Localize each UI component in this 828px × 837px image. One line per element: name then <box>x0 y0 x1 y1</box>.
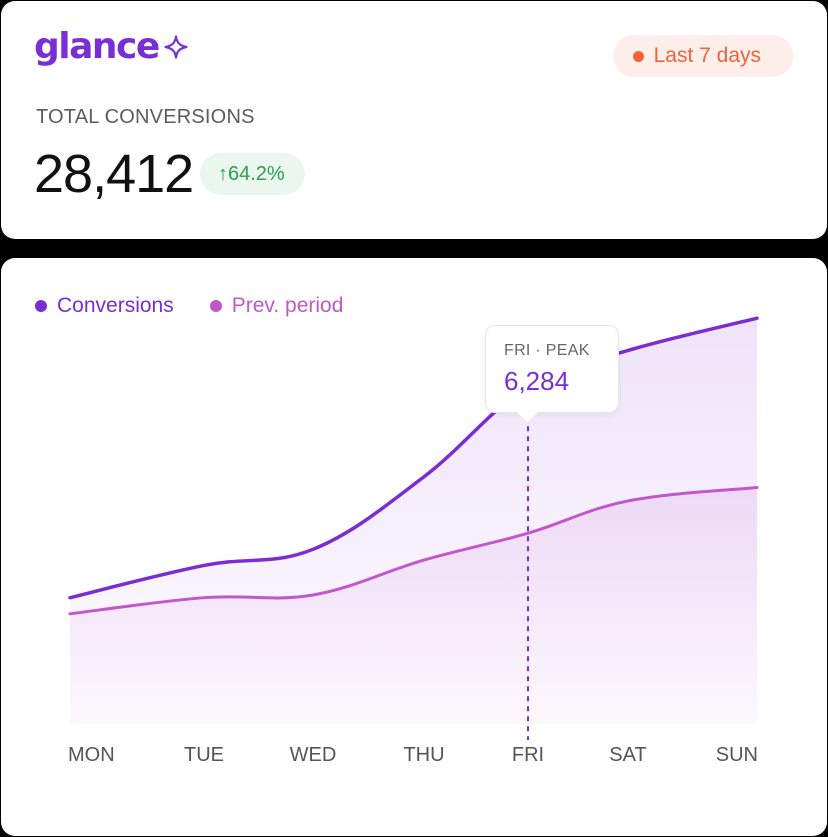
x-tick-sat: SAT <box>609 744 646 766</box>
legend-dot-prev-period <box>209 300 222 312</box>
peak-tooltip: FRI · PEAK 6,284 <box>485 325 619 413</box>
legend-item-conversions[interactable]: Conversions <box>35 294 174 318</box>
legend-item-prev-period[interactable]: Prev. period <box>209 294 344 318</box>
metric-label: TOTAL CONVERSIONS <box>36 106 255 128</box>
chart-legend: Conversions Prev. period <box>35 294 379 318</box>
x-tick-tue: TUE <box>184 744 224 766</box>
series-line-prev-period <box>68 486 759 616</box>
date-range-selector[interactable]: Last 7 days <box>612 35 793 77</box>
x-tick-thu: THU <box>403 744 444 766</box>
x-tick-wed: WED <box>290 744 337 766</box>
brand-logo: glance <box>34 29 188 65</box>
x-tick-fri: FRI <box>512 744 544 766</box>
date-range-label: Last 7 days <box>653 44 761 67</box>
x-tick-sun: SUN <box>716 744 758 766</box>
delta-badge: ↑64.2% <box>200 153 305 195</box>
tooltip-label: FRI · PEAK <box>504 342 590 359</box>
range-dot-icon <box>632 50 644 62</box>
conversions-chart: MON TUE WED THU FRI SAT SUN <box>68 316 759 766</box>
area-conversions <box>70 318 757 724</box>
series-line-conversions <box>68 316 759 600</box>
sparkle-icon <box>164 35 188 59</box>
metric-value: 28,412 <box>34 144 194 204</box>
chart-card: MON TUE WED THU FRI SAT SUN Conversions Prev. … <box>1 258 827 836</box>
tooltip-value: 6,284 <box>504 366 570 396</box>
legend-label-prev-period: Prev. period <box>231 294 344 317</box>
legend-label-conversions: Conversions <box>57 294 174 317</box>
summary-card: glance Last 7 days TOTAL CONVERSIONS 28,… <box>1 1 827 239</box>
brand-name: glance <box>34 26 160 67</box>
legend-dot-conversions <box>35 300 47 312</box>
x-tick-mon: MON <box>68 744 115 766</box>
